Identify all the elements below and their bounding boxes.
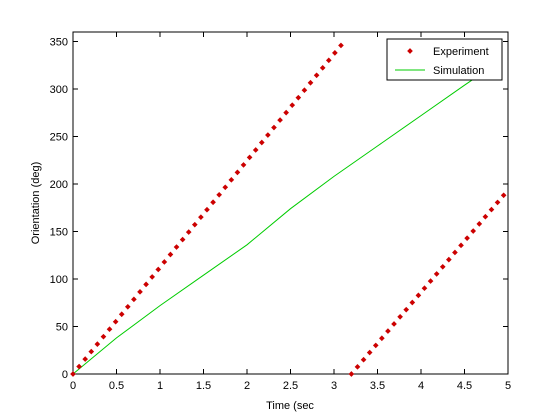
experiment-data-point: [421, 285, 428, 292]
experiment-data-point: [271, 124, 277, 131]
experiment-data-point: [397, 313, 403, 320]
experiment-data-point: [476, 221, 483, 227]
experiment-data-point: [385, 328, 391, 334]
legend-box: [386, 38, 503, 81]
x-tick-label: 2.5: [283, 380, 298, 392]
experiment-data-point: [88, 348, 95, 355]
x-tick-label: 0.5: [109, 380, 124, 392]
experiment-data-point: [494, 199, 501, 206]
experiment-data-point: [179, 236, 186, 243]
x-tick-label: 3: [331, 380, 337, 392]
y-tick-label: 250: [50, 132, 68, 144]
experiment-data-point: [307, 79, 314, 86]
experiment-data-point: [283, 109, 289, 116]
experiment-data-point: [167, 251, 174, 258]
experiment-data-point: [198, 214, 204, 221]
experiment-data-point: [403, 306, 410, 313]
experiment-data-point: [277, 117, 283, 123]
experiment-data-point: [94, 341, 101, 347]
experiment-data-point: [112, 318, 119, 325]
experiment-data-point: [252, 147, 259, 153]
experiment-data-point: [439, 263, 446, 270]
y-tick-label: 300: [50, 84, 68, 96]
experiment-data-point: [70, 371, 76, 377]
experiment-data-point: [222, 184, 229, 191]
experiment-data-point: [106, 326, 113, 333]
experiment-data-point: [313, 72, 320, 79]
x-tick-label: 1.5: [196, 380, 211, 392]
experiment-data-point: [143, 281, 149, 288]
experiment-data-point: [295, 94, 302, 101]
experiment-data-point: [360, 356, 367, 363]
experiment-data-point: [100, 333, 107, 340]
x-axis-label: Time (sec: [266, 400, 314, 412]
y-axis-ticks: 0 50 100 150 200 250 300 350: [50, 37, 508, 381]
experiment-data-point: [446, 256, 452, 263]
experiment-data-point: [366, 349, 373, 356]
experiment-data-point: [118, 311, 125, 318]
y-tick-label: 200: [50, 179, 68, 191]
x-axis-ticks: 0 0.5 1 1.5 2 2.5 3 3.5 4 4.5 5: [70, 32, 511, 392]
experiment-data-point: [185, 229, 192, 235]
experiment-data-point: [246, 154, 253, 161]
experiment-data-point: [204, 206, 210, 213]
y-tick-label: 0: [62, 369, 68, 381]
series-layer: [70, 42, 507, 377]
experiment-data-point: [319, 64, 326, 71]
y-tick-label: 50: [56, 322, 68, 334]
plot-area: [72, 31, 509, 375]
experiment-data-point: [173, 244, 180, 250]
experiment-data-point: [76, 363, 82, 370]
experiment-data-point: [216, 191, 222, 198]
experiment-data-point: [131, 296, 137, 303]
legend-label-simulation: Simulation: [433, 65, 484, 77]
experiment-data-point: [391, 321, 397, 327]
experiment-data-point: [409, 299, 416, 306]
experiment-data-point: [265, 132, 271, 138]
legend: Experiment Simulation: [386, 38, 503, 81]
experiment-data-point: [240, 162, 247, 168]
experiment-data-point: [482, 213, 489, 220]
experiment-data-point: [354, 364, 361, 370]
y-axis-label: Orientation (deg): [30, 162, 42, 245]
x-tick-label: 2: [244, 380, 250, 392]
experiment-data-point: [210, 199, 216, 206]
x-tick-label: 1: [157, 380, 163, 392]
experiment-data-point: [124, 303, 131, 310]
simulation-series-line: [72, 65, 493, 375]
experiment-data-point: [470, 228, 477, 234]
x-tick-label: 0: [70, 380, 76, 392]
y-tick-label: 150: [50, 227, 68, 239]
experiment-data-point: [258, 139, 265, 146]
experiment-data-point: [415, 292, 422, 299]
x-tick-label: 5: [505, 380, 511, 392]
experiment-data-point: [137, 289, 143, 295]
x-tick-label: 4: [418, 380, 424, 392]
experiment-data-point: [427, 278, 434, 284]
experiment-data-point: [458, 242, 464, 249]
experiment-data-point: [433, 271, 440, 277]
experiment-data-point: [228, 177, 235, 183]
experiment-data-point: [464, 235, 470, 242]
x-tick-label: 3.5: [370, 380, 385, 392]
experiment-data-point: [155, 266, 162, 273]
experiment-data-point: [161, 259, 168, 265]
x-tick-label: 4.5: [457, 380, 472, 392]
experiment-data-point: [149, 274, 155, 280]
experiment-data-point: [500, 192, 507, 199]
experiment-data-point: [372, 342, 379, 349]
experiment-data-point: [488, 206, 495, 213]
experiment-data-point: [234, 169, 241, 176]
experiment-data-point: [191, 221, 198, 228]
experiment-data-point: [452, 249, 458, 256]
y-tick-label: 100: [50, 274, 68, 286]
experiment-data-point: [301, 87, 308, 94]
y-tick-label: 350: [50, 37, 68, 49]
legend-label-experiment: Experiment: [433, 46, 489, 58]
experiment-data-point: [82, 356, 89, 362]
experiment-data-point: [379, 335, 385, 342]
experiment-data-point: [289, 102, 296, 108]
experiment-data-point: [348, 371, 355, 377]
